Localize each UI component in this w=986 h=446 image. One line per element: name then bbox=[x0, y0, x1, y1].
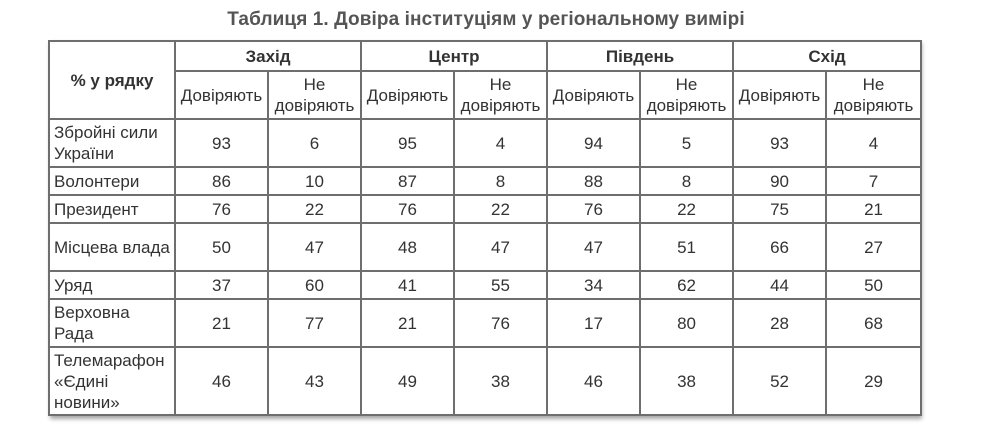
table-cell: 80 bbox=[639, 298, 735, 348]
table-title: Таблиця 1. Довіра інституціям у регіонал… bbox=[227, 9, 745, 30]
table-cell: 38 bbox=[453, 346, 549, 416]
row-label: Збройні сили України bbox=[48, 118, 176, 168]
table-cell: 44 bbox=[732, 270, 828, 300]
region-header-center: Центр bbox=[360, 40, 549, 72]
table-cell: 66 bbox=[732, 222, 828, 272]
table-row: Президент 76 22 76 22 76 22 75 21 bbox=[48, 194, 923, 224]
table-cell: 76 bbox=[546, 194, 642, 224]
table-row: Телемарафон «Єдині новини» 46 43 49 38 4… bbox=[48, 346, 923, 416]
table-row: Місцева влада 50 47 48 47 47 51 66 27 bbox=[48, 222, 923, 272]
table-cell: 41 bbox=[360, 270, 456, 300]
table-row: Волонтери 86 10 87 8 88 8 90 7 bbox=[48, 166, 923, 196]
table-cell: 48 bbox=[360, 222, 456, 272]
subheader-distrust: Не довіряють bbox=[266, 70, 363, 120]
row-label: Телемарафон «Єдині новини» bbox=[48, 346, 176, 416]
table-cell: 6 bbox=[266, 118, 363, 168]
table-cell: 4 bbox=[453, 118, 549, 168]
table-cell: 60 bbox=[266, 270, 363, 300]
table-cell: 47 bbox=[266, 222, 363, 272]
table-cell: 4 bbox=[825, 118, 923, 168]
subheader-distrust: Не довіряють bbox=[825, 70, 923, 120]
table-cell: 34 bbox=[546, 270, 642, 300]
row-label: Волонтери bbox=[48, 166, 176, 196]
table-cell: 37 bbox=[174, 270, 269, 300]
table-cell: 62 bbox=[639, 270, 735, 300]
table-cell: 68 bbox=[825, 298, 923, 348]
table-cell: 93 bbox=[174, 118, 269, 168]
trust-table-container: % у рядку Захід Центр Південь Схід Довір… bbox=[48, 40, 923, 416]
table-cell: 88 bbox=[546, 166, 642, 196]
table-cell: 8 bbox=[639, 166, 735, 196]
table-cell: 51 bbox=[639, 222, 735, 272]
table-cell: 75 bbox=[732, 194, 828, 224]
table-cell: 46 bbox=[546, 346, 642, 416]
table-cell: 47 bbox=[453, 222, 549, 272]
table-cell: 43 bbox=[266, 346, 363, 416]
table-cell: 95 bbox=[360, 118, 456, 168]
table-cell: 10 bbox=[266, 166, 363, 196]
subheader-trust: Довіряють bbox=[360, 70, 456, 120]
row-label: Уряд bbox=[48, 270, 176, 300]
region-header-east: Схід bbox=[732, 40, 923, 72]
table-cell: 93 bbox=[732, 118, 828, 168]
table-cell: 21 bbox=[174, 298, 269, 348]
table-cell: 86 bbox=[174, 166, 269, 196]
table-cell: 52 bbox=[732, 346, 828, 416]
table-cell: 22 bbox=[266, 194, 363, 224]
table-row: Верховна Рада 21 77 21 76 17 80 28 68 bbox=[48, 298, 923, 348]
table-cell: 8 bbox=[453, 166, 549, 196]
corner-header: % у рядку bbox=[48, 40, 176, 120]
table-cell: 27 bbox=[825, 222, 923, 272]
table-cell: 94 bbox=[546, 118, 642, 168]
table-cell: 21 bbox=[825, 194, 923, 224]
table-cell: 55 bbox=[453, 270, 549, 300]
table-cell: 22 bbox=[639, 194, 735, 224]
row-label: Місцева влада bbox=[48, 222, 176, 272]
table-cell: 76 bbox=[174, 194, 269, 224]
table-cell: 77 bbox=[266, 298, 363, 348]
table-cell: 76 bbox=[360, 194, 456, 224]
table-cell: 7 bbox=[825, 166, 923, 196]
region-header-south: Південь bbox=[546, 40, 735, 72]
subheader-trust: Довіряють bbox=[732, 70, 828, 120]
table-cell: 29 bbox=[825, 346, 923, 416]
trust-table: % у рядку Захід Центр Південь Схід Довір… bbox=[48, 40, 923, 416]
table-cell: 87 bbox=[360, 166, 456, 196]
table-cell: 90 bbox=[732, 166, 828, 196]
table-cell: 17 bbox=[546, 298, 642, 348]
subheader-trust: Довіряють bbox=[546, 70, 642, 120]
region-header-west: Захід bbox=[173, 40, 363, 72]
table-cell: 50 bbox=[174, 222, 269, 272]
table-cell: 38 bbox=[639, 346, 735, 416]
subheader-trust: Довіряють bbox=[174, 70, 269, 120]
table-cell: 47 bbox=[546, 222, 642, 272]
row-label: Верховна Рада bbox=[48, 298, 176, 348]
table-row: Збройні сили України 93 6 95 4 94 5 93 4 bbox=[48, 118, 923, 168]
subheader-distrust: Не довіряють bbox=[639, 70, 735, 120]
table-cell: 21 bbox=[360, 298, 456, 348]
table-cell: 76 bbox=[453, 298, 549, 348]
table-cell: 50 bbox=[825, 270, 923, 300]
table-cell: 22 bbox=[453, 194, 549, 224]
subheader-distrust: Не довіряють bbox=[453, 70, 549, 120]
table-cell: 28 bbox=[732, 298, 828, 348]
table-row: Уряд 37 60 41 55 34 62 44 50 bbox=[48, 270, 923, 300]
table-cell: 46 bbox=[174, 346, 269, 416]
table-cell: 49 bbox=[360, 346, 456, 416]
table-cell: 5 bbox=[639, 118, 735, 168]
row-label: Президент bbox=[48, 194, 176, 224]
